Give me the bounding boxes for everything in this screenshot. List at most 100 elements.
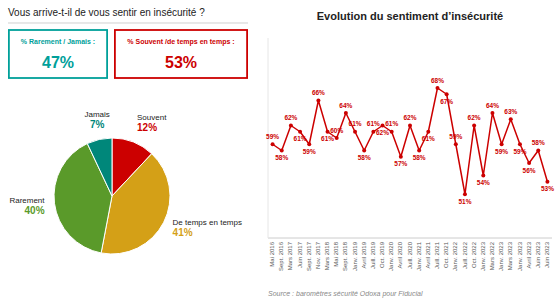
pie-slices (54, 138, 170, 254)
x-tick-label: Mai 2018 (333, 241, 339, 266)
data-label: 62% (468, 114, 481, 121)
x-tick-label: Mars 2017 (287, 241, 293, 270)
line-marker (371, 130, 375, 134)
x-tick-label: Juill. 2019 (370, 241, 376, 269)
pie-slice (87, 138, 112, 196)
x-tick-label: Janv. 2022 (452, 241, 458, 271)
line-marker (408, 124, 412, 128)
line-marker (381, 124, 385, 128)
line-marker (362, 149, 366, 153)
x-tick-labels: Mai 2016Sept. 2016Mars 2017Juin 2017Sept… (269, 241, 550, 271)
x-tick-label: Sept. 2018 (342, 241, 348, 271)
separator (8, 23, 248, 24)
data-label: 53% (541, 185, 554, 192)
x-tick-label: Juin 2023 (535, 241, 541, 268)
data-label: 61% (367, 120, 380, 127)
line-marker (454, 142, 458, 146)
data-label: 64% (339, 102, 352, 109)
line-marker (390, 130, 394, 134)
data-label: 62% (284, 114, 297, 121)
line-marker (472, 124, 476, 128)
data-label: 51% (458, 198, 471, 205)
line-marker (445, 92, 449, 96)
data-label: 59% (495, 148, 508, 155)
pie-value-label: 12% (137, 122, 157, 133)
x-tick-label: Juin 2017 (297, 241, 303, 268)
pie-category-label: De temps en temps (173, 218, 242, 227)
x-tick-label: Janv. 2023 (480, 241, 486, 271)
line-marker (463, 192, 467, 196)
data-label: 63% (504, 108, 517, 115)
data-label: 67% (440, 98, 453, 105)
data-label: 58% (358, 154, 371, 161)
data-label: 61% (349, 120, 362, 127)
x-tick-label: Janv. 2020 (388, 241, 394, 271)
data-label: 59% (513, 148, 526, 155)
pie-panel: Vous arrive-t-il de vous sentir en inséc… (8, 7, 248, 254)
line-marker (353, 130, 357, 134)
source: Source : baromètres sécurité Odoxa pour … (268, 290, 423, 298)
line-marker (280, 149, 284, 153)
summary-value: 47% (42, 54, 74, 71)
data-label: 68% (431, 77, 444, 84)
line-series (273, 88, 548, 194)
x-tick-label: Juin 2023 (544, 241, 550, 268)
x-tick-label: Juill. 2021 (434, 241, 440, 269)
x-tick-label: Avril 2020 (397, 241, 403, 268)
data-label: 60% (330, 127, 343, 134)
line-marker (344, 111, 348, 115)
line-marker (316, 99, 320, 103)
x-tick-label: Mars 2023 (507, 241, 513, 270)
line-marker (545, 180, 549, 184)
line-marker (490, 111, 494, 115)
line-marker (399, 155, 403, 159)
line-marker (417, 149, 421, 153)
x-tick-label: Juill. 2022 (462, 241, 468, 269)
data-label: 59% (266, 133, 279, 140)
data-label: 62% (376, 129, 389, 136)
data-label: 61% (385, 120, 398, 127)
data-labels: 59%58%62%61%59%66%61%60%64%61%58%61%62%6… (266, 77, 554, 205)
line-marker (335, 136, 339, 140)
data-label: 61% (294, 135, 307, 142)
title: Evolution du sentiment d’insécurité (317, 10, 503, 22)
data-label: 64% (486, 102, 499, 109)
x-tick-label: Oct. 2022 (471, 241, 477, 268)
summary-label: % Rarement / Jamais : (21, 38, 95, 45)
pie-category-label: Souvent (137, 113, 167, 122)
x-tick-label: Avril 2019 (361, 241, 367, 268)
x-tick-label: Janv. 2023 (498, 241, 504, 271)
line-marker (481, 174, 485, 178)
line-marker (536, 149, 540, 153)
pie-category-label: Rarement (9, 196, 45, 205)
summary-box: % Rarement / Jamais : 47% (9, 30, 107, 78)
line-marker (426, 130, 430, 134)
pie-value-label: 41% (173, 227, 193, 238)
x-tick-label: Oct. 2019 (379, 241, 385, 268)
data-label: 58% (532, 139, 545, 146)
x-tick-label: Mars 2022 (489, 241, 495, 270)
chart-root: Vous arrive-t-il de vous sentir en inséc… (0, 0, 560, 305)
pie-category-label: Jamais (84, 110, 109, 119)
title: Vous arrive-t-il de vous sentir en inséc… (8, 7, 205, 18)
x-axis-line (268, 238, 552, 239)
line-marker (298, 130, 302, 134)
data-label: 61% (321, 135, 334, 142)
data-label: 58% (413, 154, 426, 161)
x-tick-label: Avril 2023 (526, 241, 532, 268)
summary-box-frame (9, 30, 107, 78)
data-label: 59% (303, 148, 316, 155)
pie-labels: Souvent12% De temps en temps41% Rarement40… (9, 110, 242, 238)
data-label: 59% (449, 133, 462, 140)
x-tick-label: Mai 2016 (269, 241, 275, 266)
x-tick-label: Janv. 2019 (352, 241, 358, 271)
x-tick-label: Mars 2018 (324, 241, 330, 270)
line-marker (518, 142, 522, 146)
pie-value-label: 40% (25, 205, 45, 216)
summary-box: % Souvent /de temps en temps :53% (115, 30, 247, 78)
line-marker (271, 142, 275, 146)
data-label: 66% (312, 89, 325, 96)
line-marker (289, 124, 293, 128)
data-label: 54% (477, 179, 490, 186)
x-tick-label: Juill. 2020 (407, 241, 413, 269)
